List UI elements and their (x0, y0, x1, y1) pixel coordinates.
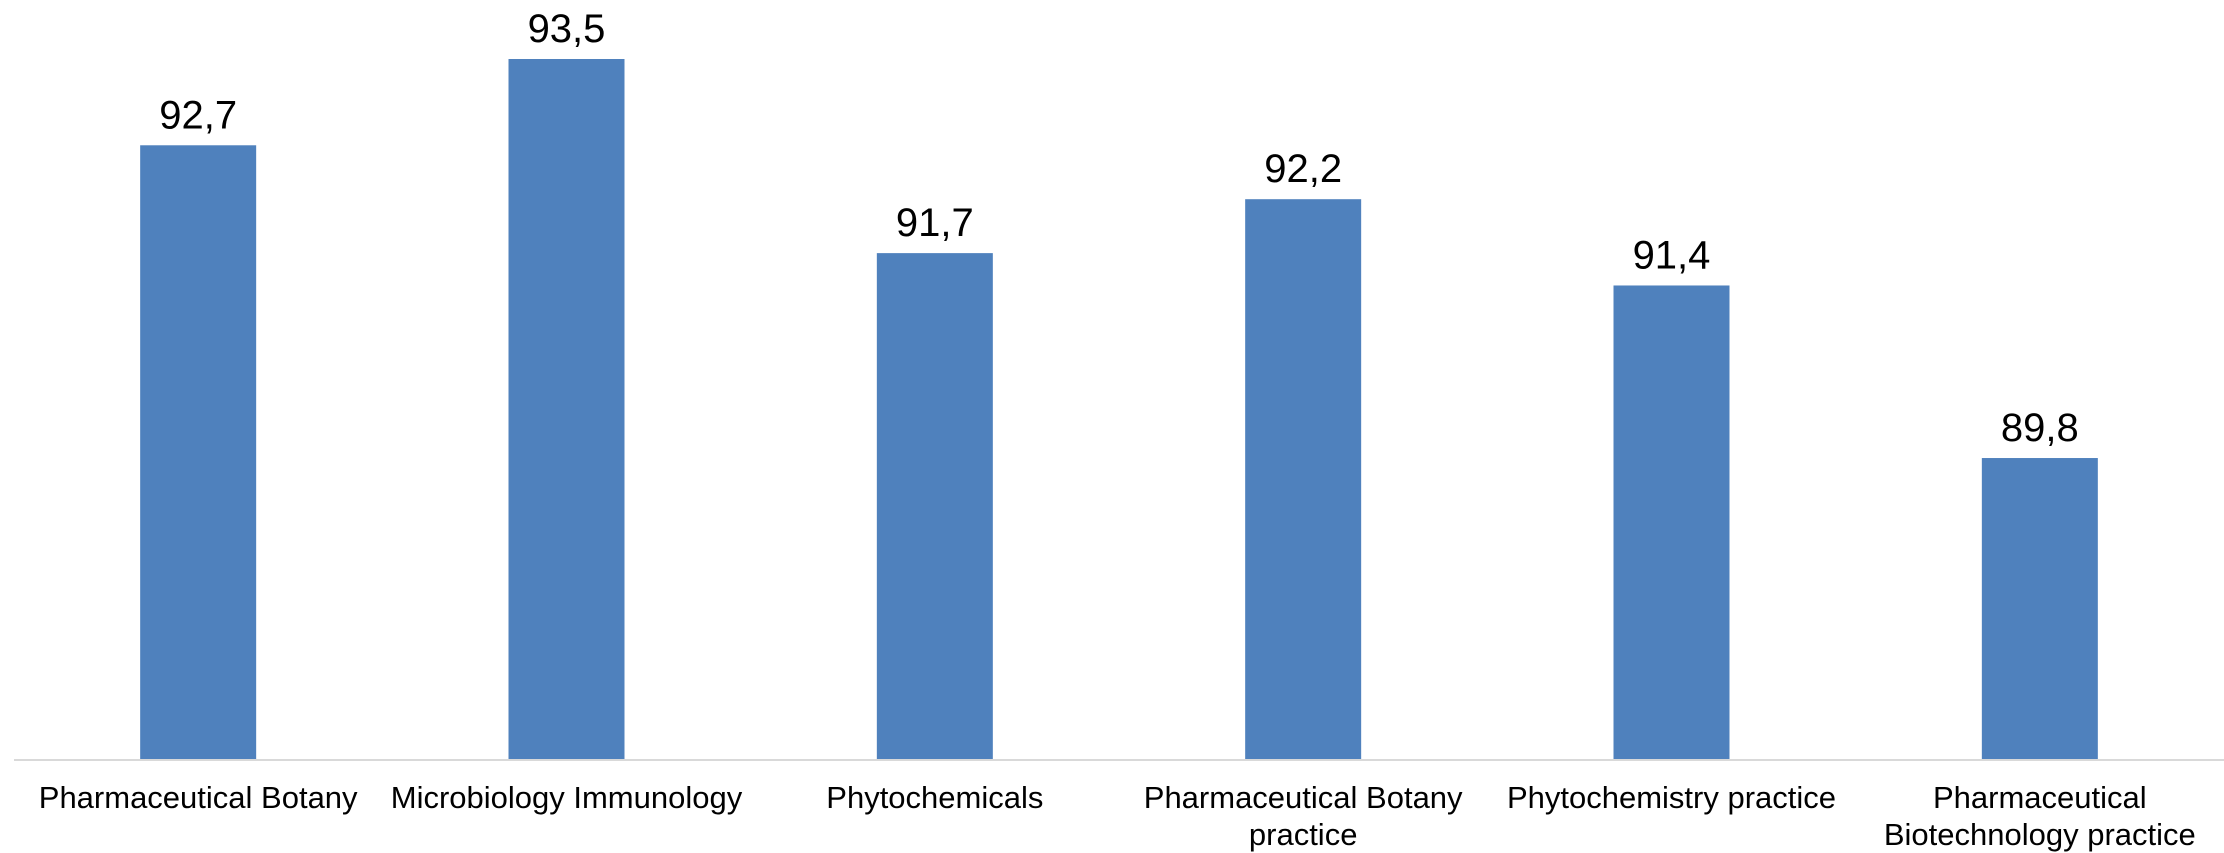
bar (140, 145, 257, 760)
bar (1245, 199, 1362, 760)
x-tick-label: Phytochemicals (826, 780, 1043, 815)
bar (1613, 285, 1730, 760)
bar (876, 253, 993, 760)
bar-value-label: 89,8 (2001, 406, 2079, 450)
x-tick-label: Phytochemistry practice (1507, 780, 1836, 815)
x-tick-label-line: Pharmaceutical (1933, 780, 2147, 815)
x-tick-label-line: Pharmaceutical Botany (1144, 780, 1463, 815)
x-tick-label: Pharmaceutical Botany (39, 780, 358, 815)
x-tick-label-line: Pharmaceutical Botany (39, 780, 358, 815)
bar (1981, 458, 2098, 760)
x-tick-label-line: practice (1249, 817, 1358, 852)
x-tick-label: Pharmaceutical Biotechnology practice (1884, 780, 2196, 852)
x-tick-label: Microbiology Immunology (391, 780, 743, 815)
bar-value-label: 93,5 (528, 7, 606, 51)
bar-value-label: 91,7 (896, 201, 974, 245)
bar-value-label: 91,4 (1633, 233, 1711, 277)
bar-value-label: 92,2 (1264, 147, 1342, 191)
x-tick-labels-layer: Pharmaceutical Botany Microbiology Immuno… (39, 780, 2196, 852)
x-tick-label-line: Phytochemicals (826, 780, 1043, 815)
x-tick-label: Pharmaceutical Botany practice (1144, 780, 1463, 852)
bars-layer (140, 59, 2098, 760)
x-tick-label-line: Microbiology Immunology (391, 780, 743, 815)
value-labels-layer: 92,7 93,5 91,7 92,2 91,4 89,8 (159, 7, 2079, 450)
x-tick-label-line: Biotechnology practice (1884, 817, 2196, 852)
x-tick-label-line: Phytochemistry practice (1507, 780, 1836, 815)
bar-value-label: 92,7 (159, 93, 237, 137)
bar (508, 59, 625, 760)
